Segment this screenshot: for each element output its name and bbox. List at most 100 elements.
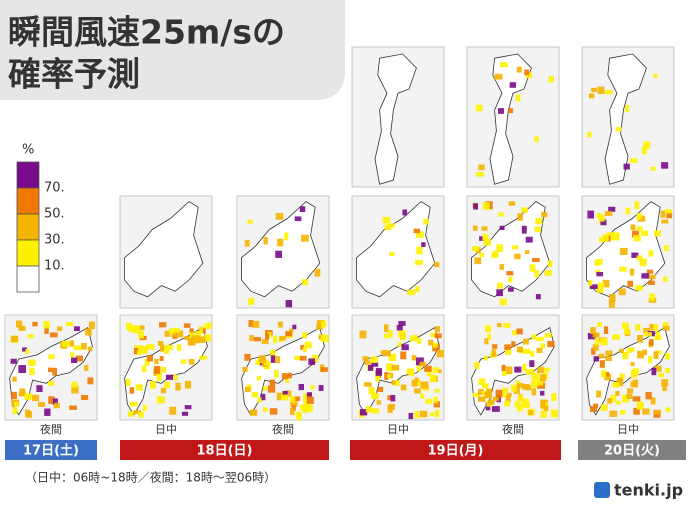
risk-cell — [481, 391, 487, 396]
risk-cell — [362, 356, 369, 361]
risk-cell — [534, 270, 540, 278]
risk-cell — [535, 218, 543, 225]
risk-cell — [529, 360, 535, 368]
risk-cell — [547, 340, 555, 348]
risk-cell — [540, 410, 548, 418]
risk-cell — [616, 400, 621, 405]
risk-cell — [602, 234, 609, 242]
risk-cell — [275, 355, 281, 364]
risk-cell — [401, 344, 409, 351]
risk-cell — [81, 343, 87, 350]
risk-cell — [535, 294, 541, 300]
map-panel — [351, 46, 445, 188]
risk-cell — [181, 411, 189, 416]
risk-cell — [144, 358, 150, 366]
risk-cell — [302, 346, 307, 353]
risk-cell — [600, 219, 607, 226]
risk-cell — [612, 334, 620, 340]
risk-cell — [616, 377, 622, 384]
risk-cell — [522, 338, 529, 345]
risk-cell — [259, 355, 266, 363]
risk-cell — [491, 349, 496, 357]
risk-cell — [320, 367, 328, 372]
risk-cell — [635, 285, 644, 291]
risk-cell — [531, 372, 540, 381]
risk-cell — [168, 328, 176, 334]
risk-cell — [540, 400, 546, 409]
risk-cell — [255, 360, 261, 365]
risk-cell — [284, 390, 292, 397]
risk-cell — [622, 322, 629, 330]
risk-cell — [156, 396, 165, 404]
risk-cell — [188, 359, 195, 365]
risk-cell — [593, 356, 599, 362]
risk-cell — [588, 280, 593, 287]
risk-cell — [630, 362, 635, 367]
risk-cell — [160, 366, 167, 373]
risk-cell — [492, 344, 498, 349]
risk-cell — [597, 282, 605, 287]
risk-cell — [648, 274, 656, 280]
risk-cell — [632, 396, 641, 402]
risk-cell — [428, 339, 434, 346]
risk-cell — [195, 330, 202, 339]
risk-cell — [177, 330, 184, 338]
risk-cell — [592, 344, 599, 351]
period-label: 夜間 — [502, 422, 524, 436]
risk-cell — [596, 285, 604, 293]
risk-cell — [625, 105, 630, 113]
risk-cell — [591, 347, 596, 355]
risk-cell — [249, 335, 254, 342]
risk-cell — [249, 409, 258, 416]
risk-cell — [376, 400, 381, 405]
risk-cell — [434, 388, 440, 393]
risk-cell — [384, 224, 392, 231]
risk-cell — [494, 73, 503, 80]
risk-cell — [129, 387, 135, 394]
risk-cell — [278, 321, 283, 328]
risk-cell — [84, 365, 89, 371]
risk-cell — [364, 360, 371, 365]
risk-cell — [310, 385, 315, 390]
risk-cell — [383, 333, 389, 339]
risk-cell — [605, 355, 612, 362]
risk-cell — [375, 375, 380, 382]
risk-cell — [508, 201, 516, 206]
risk-cell — [384, 324, 389, 332]
risk-cell — [658, 373, 665, 378]
risk-cell — [627, 280, 634, 288]
risk-cell — [260, 393, 266, 401]
risk-cell — [159, 344, 165, 352]
risk-cell — [531, 334, 537, 340]
risk-cell — [22, 347, 27, 352]
risk-cell — [137, 411, 144, 418]
risk-cell — [184, 336, 192, 341]
risk-cell — [615, 391, 620, 396]
risk-cell — [133, 347, 139, 355]
risk-cell — [134, 345, 143, 352]
risk-cell — [285, 331, 293, 337]
risk-cell — [503, 323, 511, 328]
risk-cell — [649, 293, 655, 301]
risk-cell — [637, 334, 643, 343]
risk-cell — [537, 378, 544, 386]
risk-cell — [544, 333, 552, 338]
day-label: 18日(日) — [197, 444, 253, 459]
risk-cell — [472, 392, 481, 398]
risk-cell — [133, 410, 142, 415]
risk-cell — [370, 356, 378, 363]
risk-cell — [434, 326, 441, 333]
period-label: 日中 — [617, 423, 639, 436]
risk-cell — [24, 393, 33, 400]
risk-cell — [81, 395, 89, 400]
risk-cell — [600, 338, 608, 346]
risk-cell — [139, 325, 145, 330]
risk-cell — [544, 270, 552, 276]
logo-icon — [594, 482, 610, 498]
risk-cell — [363, 382, 372, 387]
risk-cell — [180, 359, 187, 364]
risk-cell — [655, 331, 661, 340]
risk-cell — [61, 340, 70, 347]
title-box — [0, 0, 345, 100]
risk-cell — [597, 86, 605, 95]
